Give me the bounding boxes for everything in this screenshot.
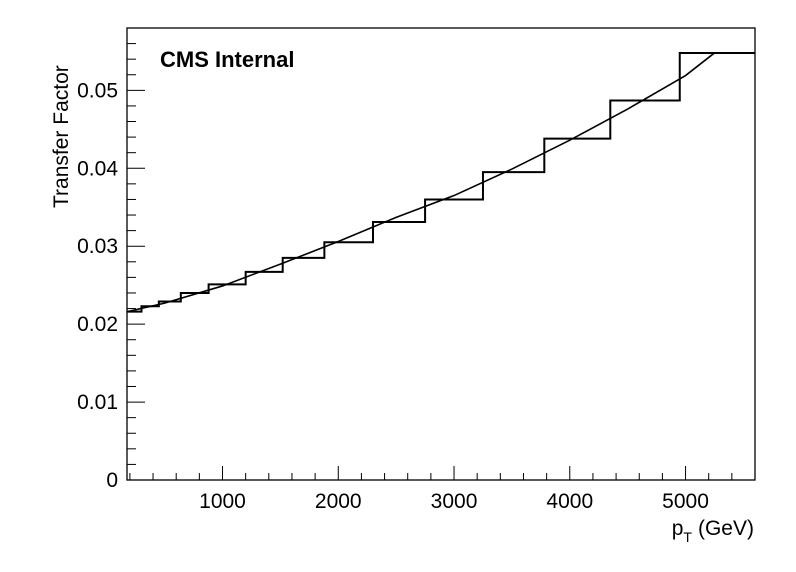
x-axis-tick-labels: 1000 2000 3000 4000 5000 bbox=[199, 490, 709, 513]
x-axis-ticks bbox=[129, 466, 756, 480]
y-axis-ticks bbox=[127, 27, 145, 481]
x-axis-title: pT (GeV) bbox=[672, 517, 754, 545]
x-tick-label: 1000 bbox=[199, 490, 246, 513]
y-tick-label: 0.02 bbox=[77, 313, 118, 336]
x-axis-title-p: p bbox=[672, 517, 684, 540]
y-tick-label: 0.01 bbox=[77, 391, 118, 414]
y-tick-label: 0.04 bbox=[77, 157, 118, 180]
y-tick-label: 0.05 bbox=[77, 79, 118, 102]
y-axis-tick-labels: 0 0.01 0.02 0.03 0.04 0.05 bbox=[77, 79, 118, 492]
y-tick-label: 0.03 bbox=[77, 235, 118, 258]
x-tick-label: 2000 bbox=[315, 490, 362, 513]
x-axis-title-subscript: T bbox=[683, 529, 692, 545]
x-axis-title-unit: (GeV) bbox=[698, 517, 754, 540]
x-tick-label: 3000 bbox=[431, 490, 478, 513]
x-tick-label: 5000 bbox=[662, 490, 709, 513]
plot-frame bbox=[126, 27, 756, 481]
y-tick-label: 0 bbox=[106, 469, 118, 492]
transfer-factor-histogram bbox=[127, 51, 755, 313]
y-axis-title: Transfer Factor bbox=[50, 65, 73, 208]
fit-curve bbox=[126, 52, 715, 313]
cms-label: CMS Internal bbox=[160, 47, 294, 72]
x-tick-label: 4000 bbox=[546, 490, 593, 513]
